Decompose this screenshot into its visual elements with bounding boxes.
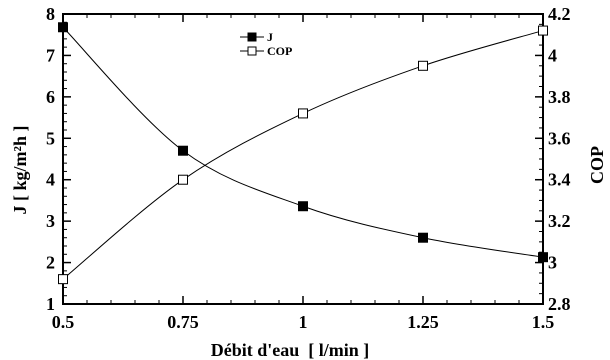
legend-label-cop: COP [267,44,292,58]
y-tick-label-7: 8 [46,4,55,24]
x-tick-label-3: 1.25 [407,312,439,332]
y2-tick-label-6: 4 [548,45,557,65]
y-tick-label-0: 1 [46,294,55,314]
y2-tick-label-3: 3.4 [548,170,571,190]
series-line-cop [62,30,544,280]
y2-tick-label-4: 3.6 [548,128,571,148]
data-point-cop-1 [178,174,188,185]
y2-tick-label-1: 3 [548,253,557,273]
x-axis-title: Débit d'eau [ l/min ] [211,340,370,360]
y-tick-label-3: 4 [46,170,55,190]
x-tick-label-2: 1 [299,312,308,332]
y2-tick-label-5: 3.8 [548,87,571,107]
y2-axis-title: COP [587,146,607,184]
y-tick-label-2: 3 [46,211,55,231]
y-axis-title: J [ kg/m²h ] [10,126,30,215]
data-point-j-4 [538,252,548,263]
y-tick-label-6: 7 [46,45,55,65]
data-point-cop-3 [418,60,428,71]
y2-tick-label-7: 4.2 [548,4,571,24]
data-point-cop-4 [538,25,548,36]
data-point-cop-0 [58,274,68,285]
data-point-j-0 [58,22,68,33]
data-point-j-1 [178,145,188,156]
y-tick-label-5: 6 [46,87,55,107]
legend-marker-cop [247,46,257,56]
x-tick-label-4: 1.5 [532,312,555,332]
y-tick-label-1: 2 [46,253,55,273]
x-tick-label-0: 0.5 [52,312,75,332]
legend-label-j: J [267,30,273,44]
axes-layer: 0.5 0.75 1 1.25 1.5 1 2 3 4 5 6 7 8 2.8 3 3.2 3.4 3.6 3.8 4… [46,4,571,332]
y2-tick-label-0: 2.8 [548,294,571,314]
data-point-j-2 [298,201,308,212]
legend-marker-j [247,32,257,42]
series-line-j [62,26,544,258]
legend: J COP [240,30,292,58]
x-tick-label-1: 0.75 [167,312,199,332]
data-point-j-3 [418,232,428,243]
y-tick-label-4: 5 [46,128,55,148]
plot-frame [62,13,544,305]
y2-tick-label-2: 3.2 [548,211,571,231]
series-layer [58,22,548,285]
data-point-cop-2 [298,108,308,119]
